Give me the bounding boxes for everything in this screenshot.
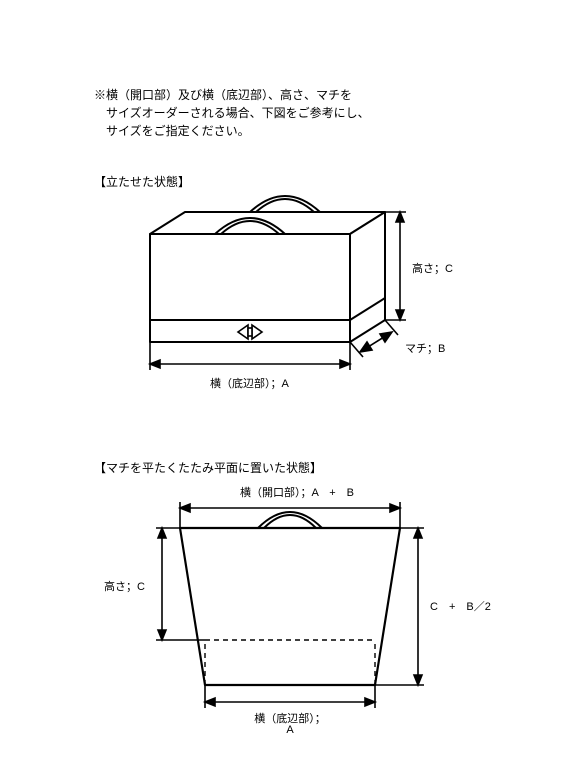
label-height-c: 高さ；C <box>412 260 453 276</box>
bag-body <box>150 212 385 342</box>
dim-height-c <box>385 212 406 320</box>
intro-text: ※横（開口部）及び横（底辺部）、高さ、マチを サイズオーダーされる場合、下図をご… <box>94 86 370 140</box>
figure-2-svg <box>100 480 480 740</box>
section1-title: 【立たせた状態】 <box>94 173 190 190</box>
label-depth-b: マチ；B <box>405 340 445 356</box>
label-left-height: 高さ；C <box>104 578 145 594</box>
intro-line-2: サイズオーダーされる場合、下図をご参考にし、 <box>94 104 370 122</box>
dim-width-a <box>150 342 350 370</box>
page-root: ※横（開口部）及び横（底辺部）、高さ、マチを サイズオーダーされる場合、下図をご… <box>0 0 583 777</box>
intro-line-1: ※横（開口部）及び横（底辺部）、高さ、マチを <box>94 86 370 104</box>
label-width-a: 横（底辺部）；A <box>210 375 289 391</box>
intro-line-3: サイズをご指定ください。 <box>94 122 370 140</box>
label-top-width: 横（開口部）；A + B <box>240 484 354 500</box>
flat-handle <box>258 512 322 528</box>
label-bottom-width-l2: A <box>250 724 330 736</box>
flat-bag-body <box>180 528 400 685</box>
figure-1-container: 高さ；C マチ；B 横（底辺部）；A <box>130 192 460 412</box>
dim-bottom-width <box>205 685 375 708</box>
figure-1-svg <box>130 192 460 412</box>
label-right-height: C + B／2 <box>430 598 491 614</box>
section2-title: 【マチを平たくたたみ平面に置いた状態】 <box>94 459 322 476</box>
figure-2-container: 横（開口部）；A + B 高さ；C C + B／2 横（底辺部）； A <box>100 480 480 740</box>
